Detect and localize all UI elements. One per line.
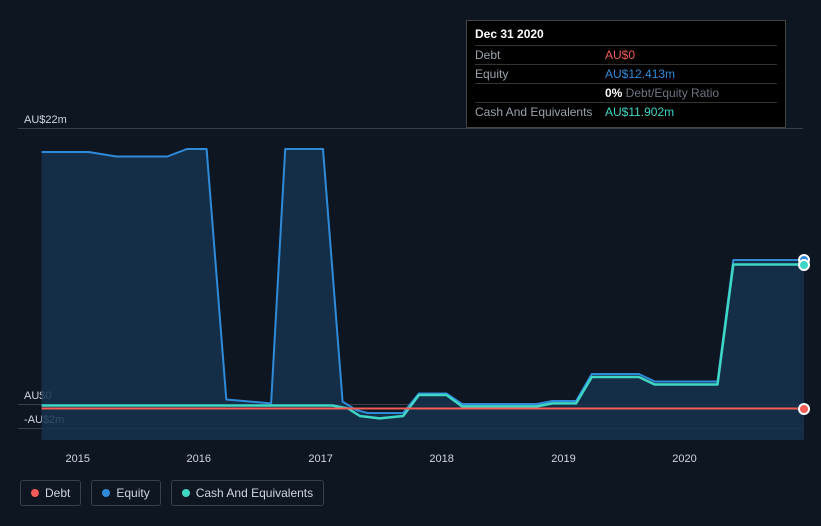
y-axis-label: AU$22m xyxy=(24,114,67,126)
tooltip-row-value: AU$0 xyxy=(605,48,777,62)
legend-item-label: Debt xyxy=(45,486,70,500)
chart-series xyxy=(18,140,804,440)
series-equity-fill xyxy=(42,149,804,440)
tooltip-title: Dec 31 2020 xyxy=(475,27,777,41)
tooltip-row-value: 0% Debt/Equity Ratio xyxy=(605,86,777,100)
tooltip-row-label: Equity xyxy=(475,67,605,81)
x-axis-label: 2017 xyxy=(308,453,332,465)
tooltip-row: DebtAU$0 xyxy=(475,45,777,64)
chart-tooltip: Dec 31 2020 DebtAU$0EquityAU$12.413m0% D… xyxy=(466,20,786,128)
financial-chart: AU$22mAU$0-AU$2m 20152016201720182019202… xyxy=(0,0,821,526)
tooltip-row: 0% Debt/Equity Ratio xyxy=(475,83,777,102)
plot-area[interactable] xyxy=(18,140,804,440)
x-axis-label: 2015 xyxy=(65,453,89,465)
tooltip-row-label: Debt xyxy=(475,48,605,62)
gridline xyxy=(18,128,803,129)
chart-legend: Debt Equity Cash And Equivalents xyxy=(20,480,324,506)
tooltip-row: EquityAU$12.413m xyxy=(475,64,777,83)
legend-item-label: Cash And Equivalents xyxy=(196,486,313,500)
tooltip-row-value: AU$12.413m xyxy=(605,67,777,81)
tooltip-row-label: Cash And Equivalents xyxy=(475,105,605,119)
legend-item-label: Equity xyxy=(116,486,149,500)
tooltip-row-value: AU$11.902m xyxy=(605,105,777,119)
x-axis-label: 2019 xyxy=(551,453,575,465)
end-marker-debt xyxy=(798,403,810,415)
x-axis-label: 2016 xyxy=(187,453,211,465)
x-axis-label: 2018 xyxy=(429,453,453,465)
legend-item-cash-and-equivalents[interactable]: Cash And Equivalents xyxy=(171,480,324,506)
end-marker-cash xyxy=(798,259,810,271)
tooltip-row: Cash And EquivalentsAU$11.902m xyxy=(475,102,777,121)
legend-dot-icon xyxy=(102,489,110,497)
x-axis-label: 2020 xyxy=(672,453,696,465)
legend-dot-icon xyxy=(31,489,39,497)
legend-item-equity[interactable]: Equity xyxy=(91,480,160,506)
tooltip-row-label xyxy=(475,86,605,100)
legend-item-debt[interactable]: Debt xyxy=(20,480,81,506)
legend-dot-icon xyxy=(182,489,190,497)
